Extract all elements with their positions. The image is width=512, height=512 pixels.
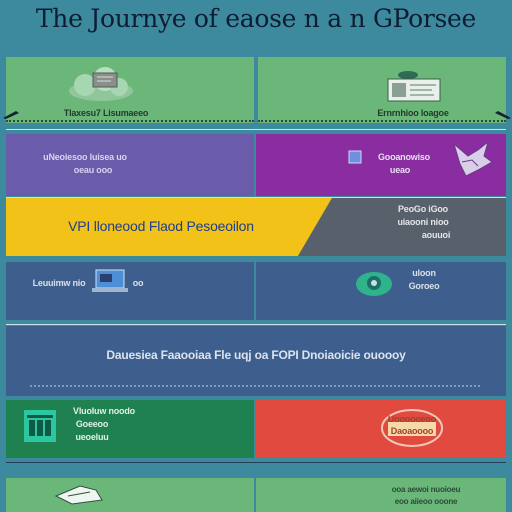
row-6-left-line-2: Goeeoo [75,419,109,429]
row-1-right-panel: Ernrnhioo loagoe [258,57,506,123]
row-5-caption: Dauesiea Faaooiaa Fle uqj oa FOPI Dnoiao… [106,348,406,362]
row-7-right-line-2: eoo aiieoo ooone [394,497,458,506]
row-4-left-line-2: oo [132,278,144,288]
row-4-right-panel: uloon Goroeo [256,262,506,320]
row-2-right-line-1: Gooanowiso [377,152,430,162]
row-2-right-line-2: ueao [389,165,411,175]
row-3-right-panel: PeoGo iGoo uiaooni nioo aouuoi [298,198,506,256]
building-icon [22,408,58,444]
page-title: The Journye of eaose n a n GPorsee [35,4,477,33]
row-6-left-line-1: Vluoluw noodo [73,406,135,416]
row-1-right-caption: Ernrnhioo loagoe [377,108,449,118]
row-7-left-panel [6,478,254,512]
row-4-right-line-1: uloon [412,268,436,278]
row-3-left-panel: VPI lloneood Flaod Pesoeoilon [6,198,332,256]
row-3-right-line-2: uiaooni nioo [397,217,449,227]
row-7-right-panel: ooa aewoi nuoioeu eoo aiieoo ooone [256,478,506,512]
document-icon [348,150,362,164]
row-3-right-line-3: aouuoi [421,230,451,240]
row-5-full-panel: Dauesiea Faaooiaa Fle uqj oa FOPI Dnoiao… [6,326,506,396]
row-4-left-line-1: Leuuimw nio [32,278,86,288]
row-2-left-line-2: oeau ooo [73,165,113,175]
row-1-left-panel: Tlaxesu7 Lisumaeeo [6,57,254,123]
badge-icon [380,408,444,448]
row-6-right-line-1: Uoooooeoo [387,414,437,424]
row-1-left-caption: Tlaxesu7 Lisumaeeo [63,108,149,118]
row-3-right-line-1: PeoGo iGoo [397,204,448,214]
pen-icon-right [494,106,512,119]
row-2-right-panel: Gooanowiso ueao [256,134,506,196]
row-6-left-panel: Vluoluw noodo Goeeoo ueoeluu [6,400,254,458]
cloud-icon [61,67,141,101]
laptop-icon [90,268,130,294]
row-4-right-line-2: Goroeo [408,281,440,291]
row-3-left-caption: VPI lloneood Flaod Pesoeoilon [68,218,254,234]
pen-icon-left [2,106,20,119]
row-6-left-line-3: ueoeluu [75,432,109,442]
row-2-left-line-1: uNeoiesoo luisea uo [43,152,127,162]
row-6-right-panel: Uoooooeoo Daoaoooo [256,400,506,458]
row-7-right-line-1: ooa aewoi nuoioeu [391,485,461,494]
phone-icon [50,482,106,506]
shield-icon [354,268,394,298]
hand-icon [448,140,494,180]
row-6-right-line-2: Daoaoooo [390,426,434,436]
row-2-left-panel: uNeoiesoo luisea uo oeau ooo [6,134,254,196]
row-4-left-panel: Leuuimw nio oo [6,262,254,320]
monitor-icon [380,67,450,103]
